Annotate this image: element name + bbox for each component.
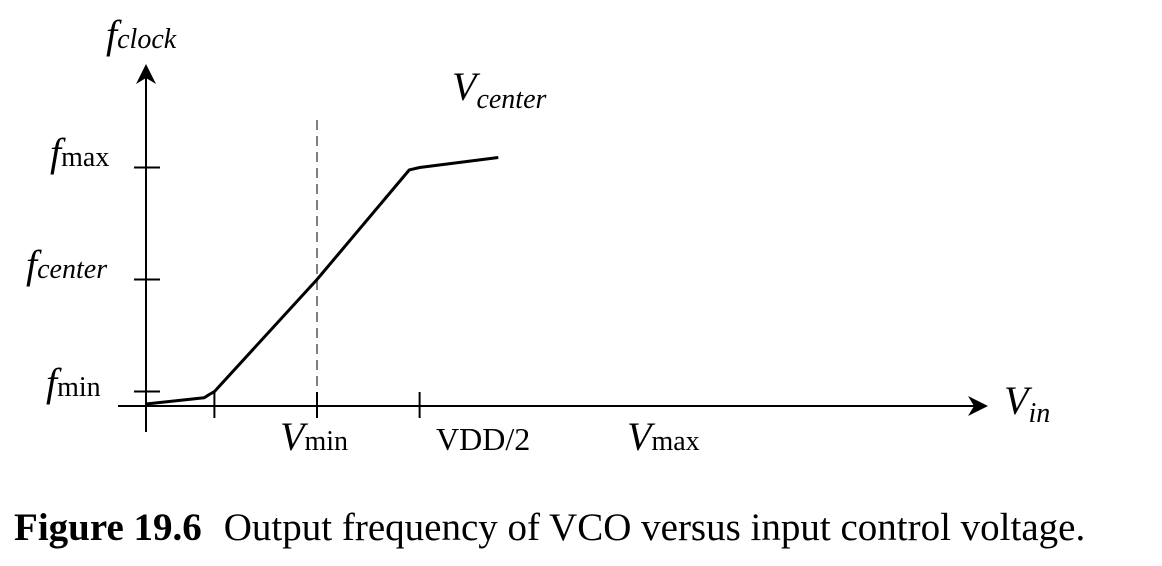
y-tick-label-fcenter: fcenter [26, 242, 107, 287]
figure-caption: Figure 19.6 Output frequency of VCO versu… [14, 505, 1085, 550]
x-tick-label-vmax: Vmax [627, 414, 700, 459]
y-axis-label: fclock [106, 12, 177, 57]
v-center-label: Vcenter [452, 64, 547, 115]
x-tick-label-vmin: Vmin [280, 414, 348, 459]
x-tick-label-vdd2: VDD/2 [436, 421, 530, 457]
figure-number: Figure 19.6 [14, 506, 202, 549]
vco-transfer-chart: fclock Vin Vcenter Vmin VDD/2 Vmax fmin … [26, 12, 1050, 459]
y-tick-label-fmax: fmax [50, 130, 109, 175]
vco-frequency-curve [145, 156, 499, 406]
caption-text: Output frequency of VCO versus input con… [223, 506, 1086, 549]
x-axis-label: Vin [1004, 378, 1050, 429]
y-tick-label-fmin: fmin [46, 360, 101, 405]
